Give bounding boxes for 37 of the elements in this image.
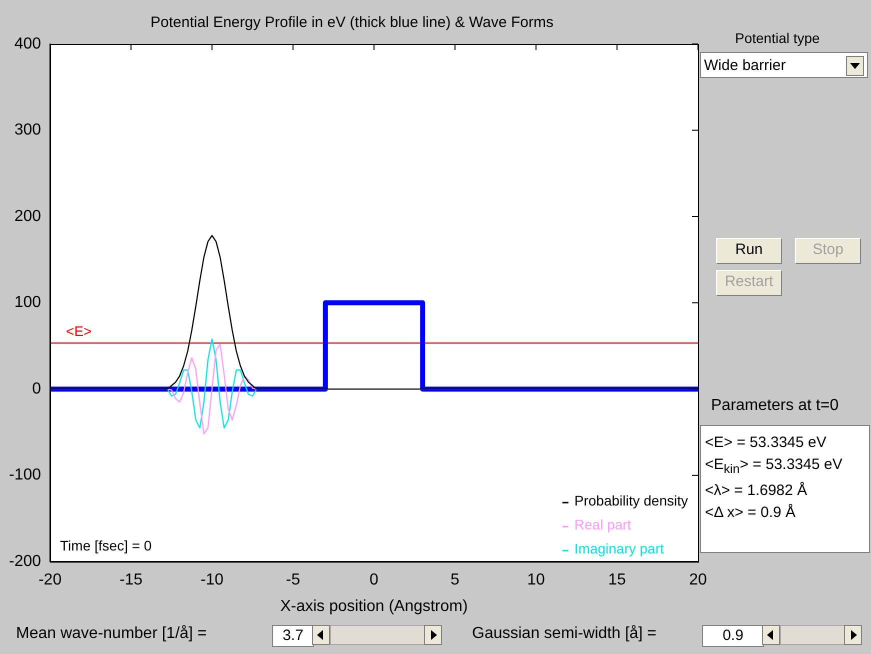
text: Parameters at t=0 xyxy=(711,397,839,415)
text: <Δ x> = 0.9 Å xyxy=(705,502,796,523)
x-tick-label: 20 xyxy=(689,572,707,589)
legend-label: Imaginary part xyxy=(574,540,664,556)
chart-title: Potential Energy Profile in eV (thick blue line) & Wave Forms xyxy=(150,14,554,32)
y-tick-label: 200 xyxy=(14,208,42,225)
ref-line-label: <E> xyxy=(66,322,92,339)
x-axis-title: X-axis position (Angstrom) xyxy=(280,598,468,615)
number-field: 3.7 xyxy=(272,625,314,647)
dropdown-field: Wide barrier xyxy=(700,52,868,78)
x-tick-label: -5 xyxy=(286,572,300,589)
legend-label: Probability density xyxy=(574,492,688,508)
button: Stop xyxy=(795,238,861,264)
y-tick-label: 100 xyxy=(14,294,42,312)
x-tick-label: -10 xyxy=(200,572,224,589)
x-tick-label: 0 xyxy=(370,572,379,589)
y-tick-label: 0 xyxy=(32,380,42,398)
text: <E> = 53.3345 eV xyxy=(705,433,828,453)
x-tick-label: 5 xyxy=(450,572,460,589)
text: Gaussian semi-width [å] = xyxy=(472,625,657,643)
number-field: 0.9 xyxy=(702,625,764,647)
button: Run xyxy=(716,238,782,264)
x-tick-label: 10 xyxy=(527,572,546,589)
text: Mean wave-number [1/å] = xyxy=(16,625,207,643)
legend-label: Real part xyxy=(574,516,632,532)
text: <λ> = 1.6982 Å xyxy=(705,480,808,501)
x-tick-label: -15 xyxy=(119,572,143,589)
annotation: Time [fsec] = 0 xyxy=(60,537,152,554)
button: Restart xyxy=(716,270,782,296)
x-tick-label: 15 xyxy=(608,572,626,589)
y-tick-label: 400 xyxy=(14,35,42,52)
text: <E$_{kin}$> = 53.3345 eV xyxy=(705,455,844,478)
y-tick-label: -100 xyxy=(8,466,42,484)
text: Potential type xyxy=(735,30,820,46)
x-tick-label: -20 xyxy=(38,572,62,589)
y-tick-label: -200 xyxy=(8,553,42,570)
y-tick-label: 300 xyxy=(14,122,42,139)
